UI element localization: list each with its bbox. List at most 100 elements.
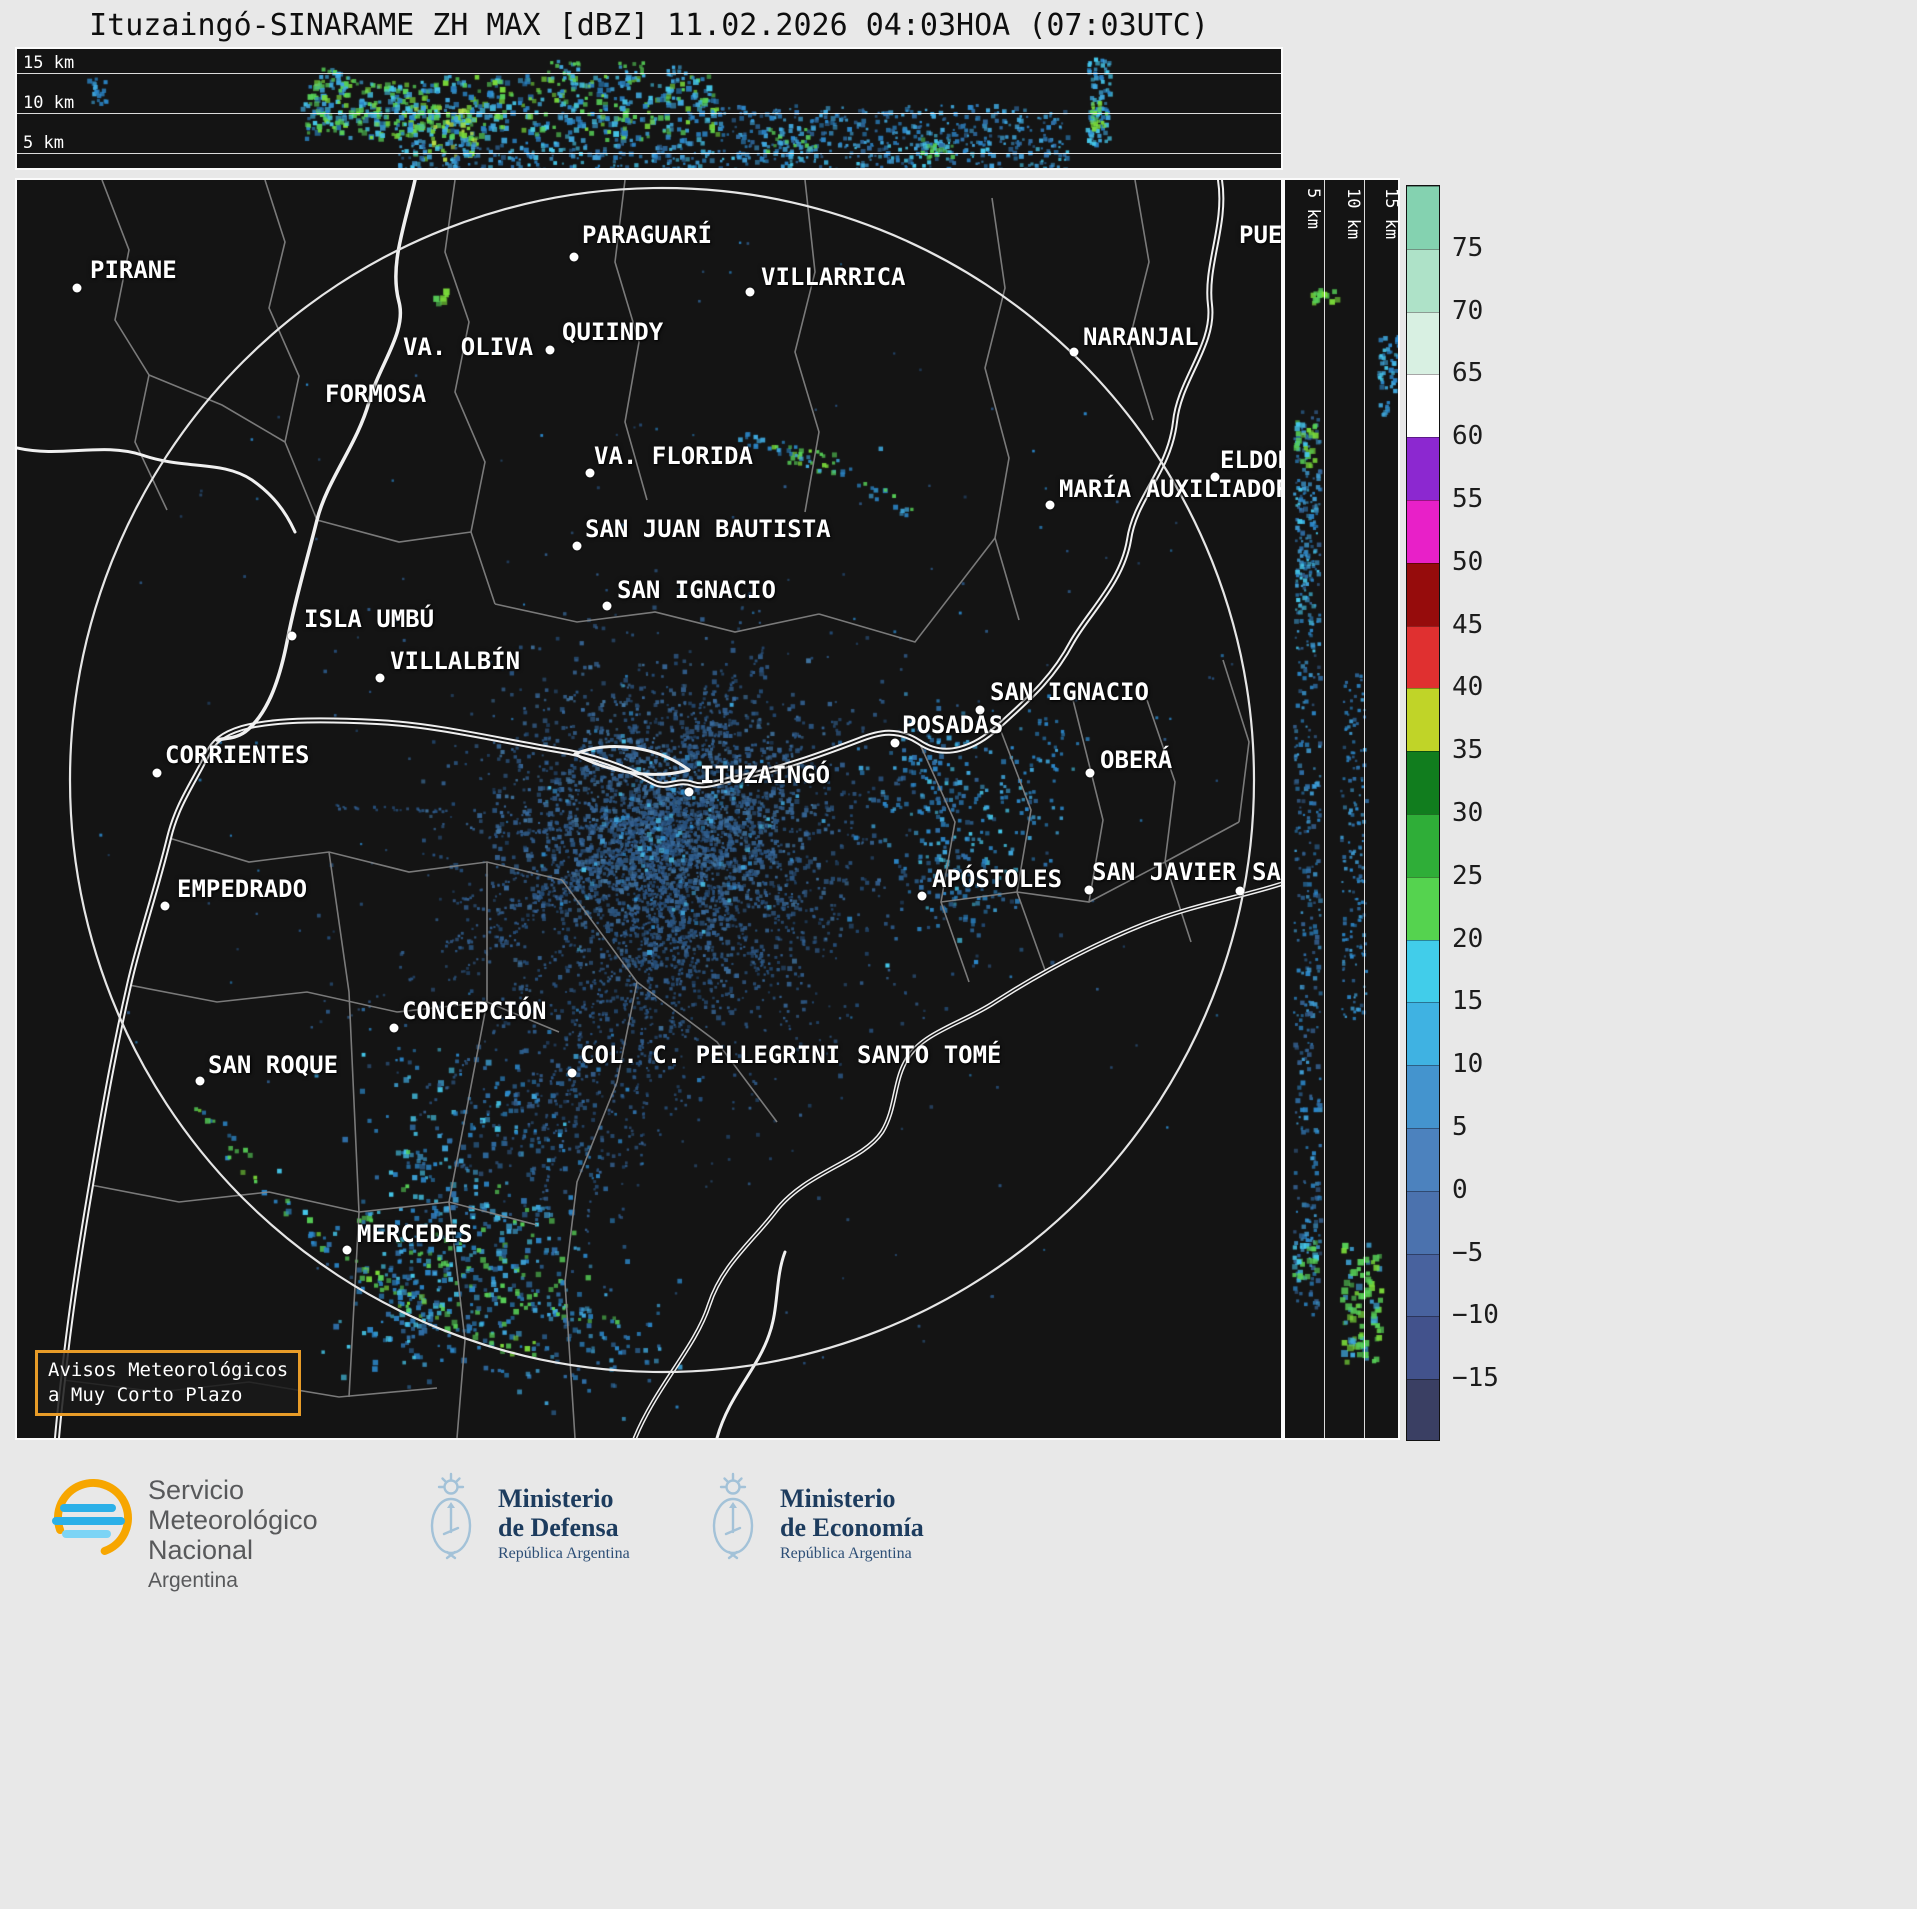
- economia-title-line-1: Ministerio: [780, 1484, 896, 1513]
- smn-name-line-1: Servicio: [148, 1475, 245, 1505]
- colorbar-tick-50dbz: 50: [1452, 546, 1484, 577]
- city-marker-maria-auxiliadora: [1045, 500, 1055, 510]
- city-marker-corrientes: [152, 768, 162, 778]
- defensa-branding: Ministerio de Defensa República Argentin…: [418, 1472, 630, 1566]
- colorbar-tick-35dbz: 35: [1452, 735, 1484, 766]
- city-label-maria-auxiliadora: MARÍA AUXILIADORA: [1059, 475, 1283, 503]
- rivers: [17, 180, 1281, 1438]
- basemap: [17, 180, 1281, 1438]
- parana-river-channel: [56, 180, 1223, 1438]
- colorbar-tick-25dbz: 25: [1452, 860, 1484, 891]
- altitude-line-10km-v: [1364, 180, 1365, 1438]
- colorbar-tick-70dbz: 70: [1452, 295, 1484, 326]
- smn-branding: Servicio Meteorológico Nacional Argentin…: [50, 1475, 318, 1595]
- city-marker-col-c-pellegrini: [567, 1068, 577, 1078]
- radar-map-panel: PIRANE PARAGUARÍ VILLARRICA QUIINDY VA. OLIV…: [15, 178, 1283, 1440]
- city-label-quiindy: QUIINDY: [562, 318, 664, 346]
- altitude-label-15km: 15 km: [23, 53, 75, 73]
- city-label-ituzaingo: ITUZAINGÓ: [700, 761, 831, 789]
- colorbar-tick-10dbz: 10: [1452, 1049, 1484, 1080]
- colorbar-segment-30-to-35dbz: [1407, 751, 1439, 814]
- city-label-isla-umbu: ISLA UMBÚ: [304, 605, 435, 633]
- city-label-va-florida: VA. FLORIDA: [594, 442, 753, 470]
- colorbar-segment-0-to-5dbz: [1407, 1128, 1439, 1191]
- radar-echo-canvas: [17, 180, 1281, 1438]
- economia-subtitle: República Argentina: [780, 1545, 912, 1562]
- city-label-puerto: PUERTO: [1239, 221, 1283, 249]
- city-marker-villarrica: [745, 287, 755, 297]
- city-marker-san: [1235, 886, 1245, 896]
- city-marker-concepcion: [389, 1023, 399, 1033]
- altitude-label-5km: 5 km: [23, 133, 64, 153]
- colorbar-gradient: [1406, 185, 1440, 1441]
- top-altitude-profile-panel: 15 km 10 km 5 km: [15, 47, 1283, 170]
- city-marker-pirane: [72, 283, 82, 293]
- ituzaingo-island-south: [573, 752, 691, 776]
- smn-name-line-3: Nacional: [148, 1535, 254, 1565]
- colorbar-segment-15-to-20dbz: [1407, 939, 1439, 1003]
- city-label-naranjal: NARANJAL: [1083, 323, 1199, 351]
- city-marker-san-ignacio: [602, 601, 612, 611]
- smn-country: Argentina: [148, 1569, 238, 1592]
- city-marker-quiindy: [545, 345, 555, 355]
- altitude-label-15km-v: 15 km: [1381, 188, 1400, 240]
- colorbar-tick-65dbz: 65: [1452, 358, 1484, 389]
- city-label-eldorado: ELDORADO: [1220, 446, 1281, 474]
- dbz-colorbar: 75 70 65 60 55 50 45 40 35 30 25 20 15 10 5 0 −5 −10 −15: [1406, 185, 1556, 1441]
- aguapey-river: [715, 1250, 787, 1438]
- city-marker-obera: [1085, 768, 1095, 778]
- city-label-san: SAN: [1252, 858, 1281, 886]
- city-label-mercedes: MERCEDES: [357, 1220, 473, 1248]
- colorbar-segment-70-to-75dbz: [1407, 248, 1439, 312]
- colorbar-segment-35-to-40dbz: [1407, 688, 1439, 752]
- colorbar-segment-40-to-45dbz: [1407, 625, 1439, 689]
- city-label-posadas: POSADAS: [902, 711, 1004, 739]
- colorbar-segment-25-to-30dbz: [1407, 814, 1439, 877]
- colorbar-tick-60dbz: 60: [1452, 421, 1484, 452]
- city-marker-mercedes: [342, 1245, 352, 1255]
- city-label-empedrado: EMPEDRADO: [177, 875, 308, 903]
- side-profile-echo-canvas: [1285, 180, 1398, 1438]
- ituzaingo-island-north: [573, 745, 691, 772]
- colorbar-tick--5dbz: −5: [1452, 1237, 1484, 1268]
- altitude-line-10km: [17, 113, 1281, 114]
- colorbar-segment-75-to-80dbz: [1407, 186, 1439, 249]
- city-label-apostoles: APÓSTOLES: [932, 865, 1063, 893]
- colorbar-tick-75dbz: 75: [1452, 232, 1484, 263]
- city-label-paraguari: PARAGUARÍ: [582, 221, 713, 249]
- altitude-label-5km-v: 5 km: [1303, 188, 1323, 229]
- colorbar-tick-5dbz: 5: [1452, 1112, 1468, 1142]
- city-marker-san-ignacio: [975, 705, 985, 715]
- colorbar-segment-60-to-65dbz: [1407, 374, 1439, 438]
- page-title: Ituzaingó-SINARAME ZH MAX [dBZ] 11.02.20…: [89, 8, 1209, 43]
- city-label-pirane: PIRANE: [90, 256, 177, 284]
- defensa-coat-of-arms-icon: [430, 1472, 472, 1560]
- city-label-san-roque: SAN ROQUE: [208, 1051, 339, 1079]
- warning-box: Avisos Meteorológicos a Muy Corto Plazo: [35, 1350, 302, 1416]
- city-label-san-ignacio: SAN IGNACIO: [617, 576, 776, 604]
- economia-branding: Ministerio de Economía República Argenti…: [700, 1472, 924, 1566]
- top-profile-echo-canvas: [17, 49, 1281, 168]
- city-label-santo-tome: SANTO TOMÉ: [857, 1041, 1002, 1069]
- warning-line-2: a Muy Corto Plazo: [48, 1384, 243, 1406]
- city-marker-naranjal: [1069, 347, 1079, 357]
- city-marker-eldorado: [1210, 472, 1220, 482]
- colorbar-segment--10-to--5dbz: [1407, 1253, 1439, 1317]
- city-marker-villalbin: [375, 673, 385, 683]
- colorbar-segment-20-to-25dbz: [1407, 876, 1439, 940]
- bermejo-river: [17, 446, 297, 534]
- city-label-san-ignacio: SAN IGNACIO: [990, 678, 1149, 706]
- colorbar-segment--5-to-0dbz: [1407, 1190, 1439, 1254]
- defensa-title-line-2: de Defensa: [498, 1513, 619, 1542]
- colorbar-segment-50-to-55dbz: [1407, 500, 1439, 563]
- colorbar-tick-20dbz: 20: [1452, 923, 1484, 954]
- city-marker-san-roque: [195, 1076, 205, 1086]
- altitude-line-5km-v: [1324, 180, 1325, 1438]
- city-label-san-javier: SAN JAVIER: [1092, 858, 1237, 886]
- city-label-san-juan-bautista: SAN JUAN BAUTISTA: [585, 515, 831, 543]
- colorbar-tick-30dbz: 30: [1452, 798, 1484, 828]
- city-label-corrientes: CORRIENTES: [165, 741, 310, 769]
- colorbar-segment-5-to-10dbz: [1407, 1065, 1439, 1128]
- city-marker-isla-umbu: [287, 631, 297, 641]
